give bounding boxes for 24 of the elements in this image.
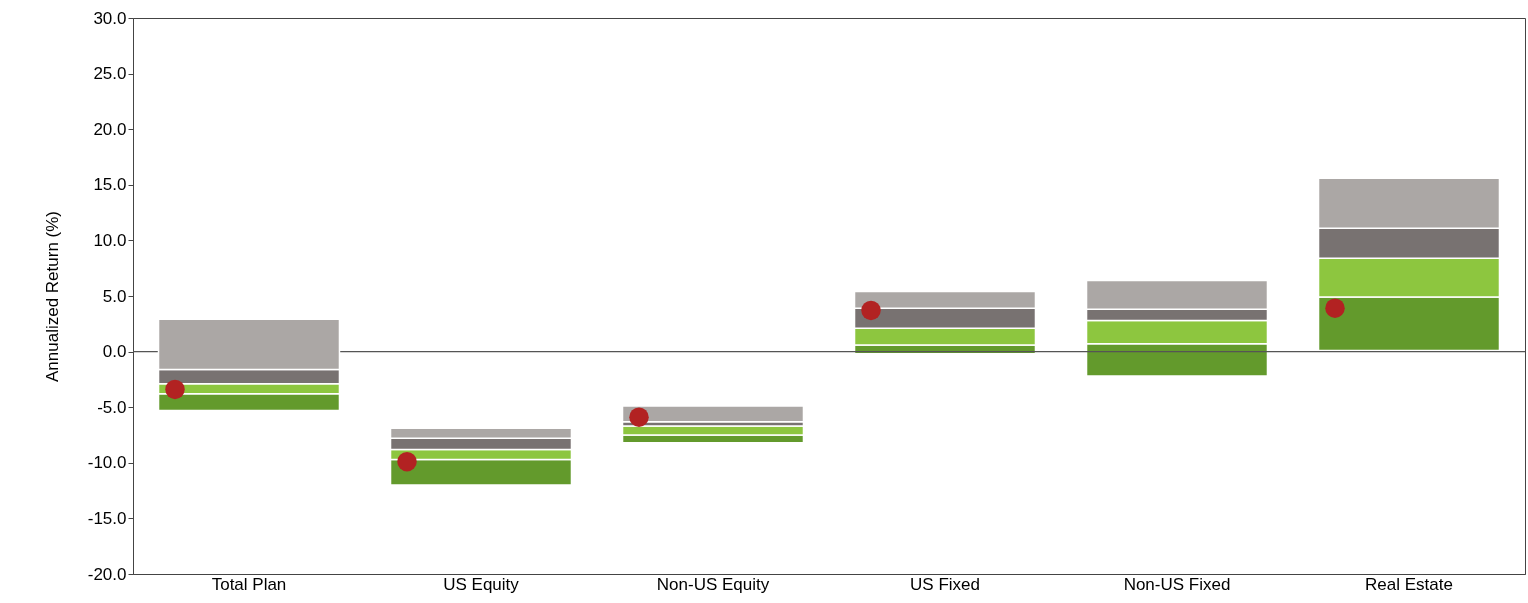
point xyxy=(629,407,649,427)
bar xyxy=(621,405,805,423)
x-tick-label: US Fixed xyxy=(910,574,980,594)
point xyxy=(861,300,881,321)
x-tick-label: Non-US Fixed xyxy=(1123,574,1231,594)
y-tick-label: 20.0 xyxy=(93,119,127,139)
y-tick-label: -5.0 xyxy=(97,397,127,417)
point xyxy=(397,451,417,472)
y-tick-label: -10.0 xyxy=(87,453,127,473)
y-tick-label: 25.0 xyxy=(93,64,127,84)
y-axis-title: Annualized Return (%) xyxy=(42,210,62,383)
point xyxy=(165,379,185,400)
y-tick-label: -15.0 xyxy=(87,508,127,528)
point xyxy=(1325,298,1345,318)
y-tick-label: 0.0 xyxy=(102,342,127,362)
y-tick-label: -20.0 xyxy=(87,564,127,584)
x-tick-label: US Equity xyxy=(443,574,520,594)
y-tick-label: 15.0 xyxy=(93,175,127,195)
y-tick-label: 30.0 xyxy=(93,8,127,28)
y-tick-label: 10.0 xyxy=(93,230,127,250)
x-tick-label: Total Plan xyxy=(211,574,287,594)
y-tick-label: 5.0 xyxy=(102,286,127,306)
x-tick-label: Real Estate xyxy=(1365,574,1453,594)
x-tick-label: Non-US Equity xyxy=(656,574,770,594)
